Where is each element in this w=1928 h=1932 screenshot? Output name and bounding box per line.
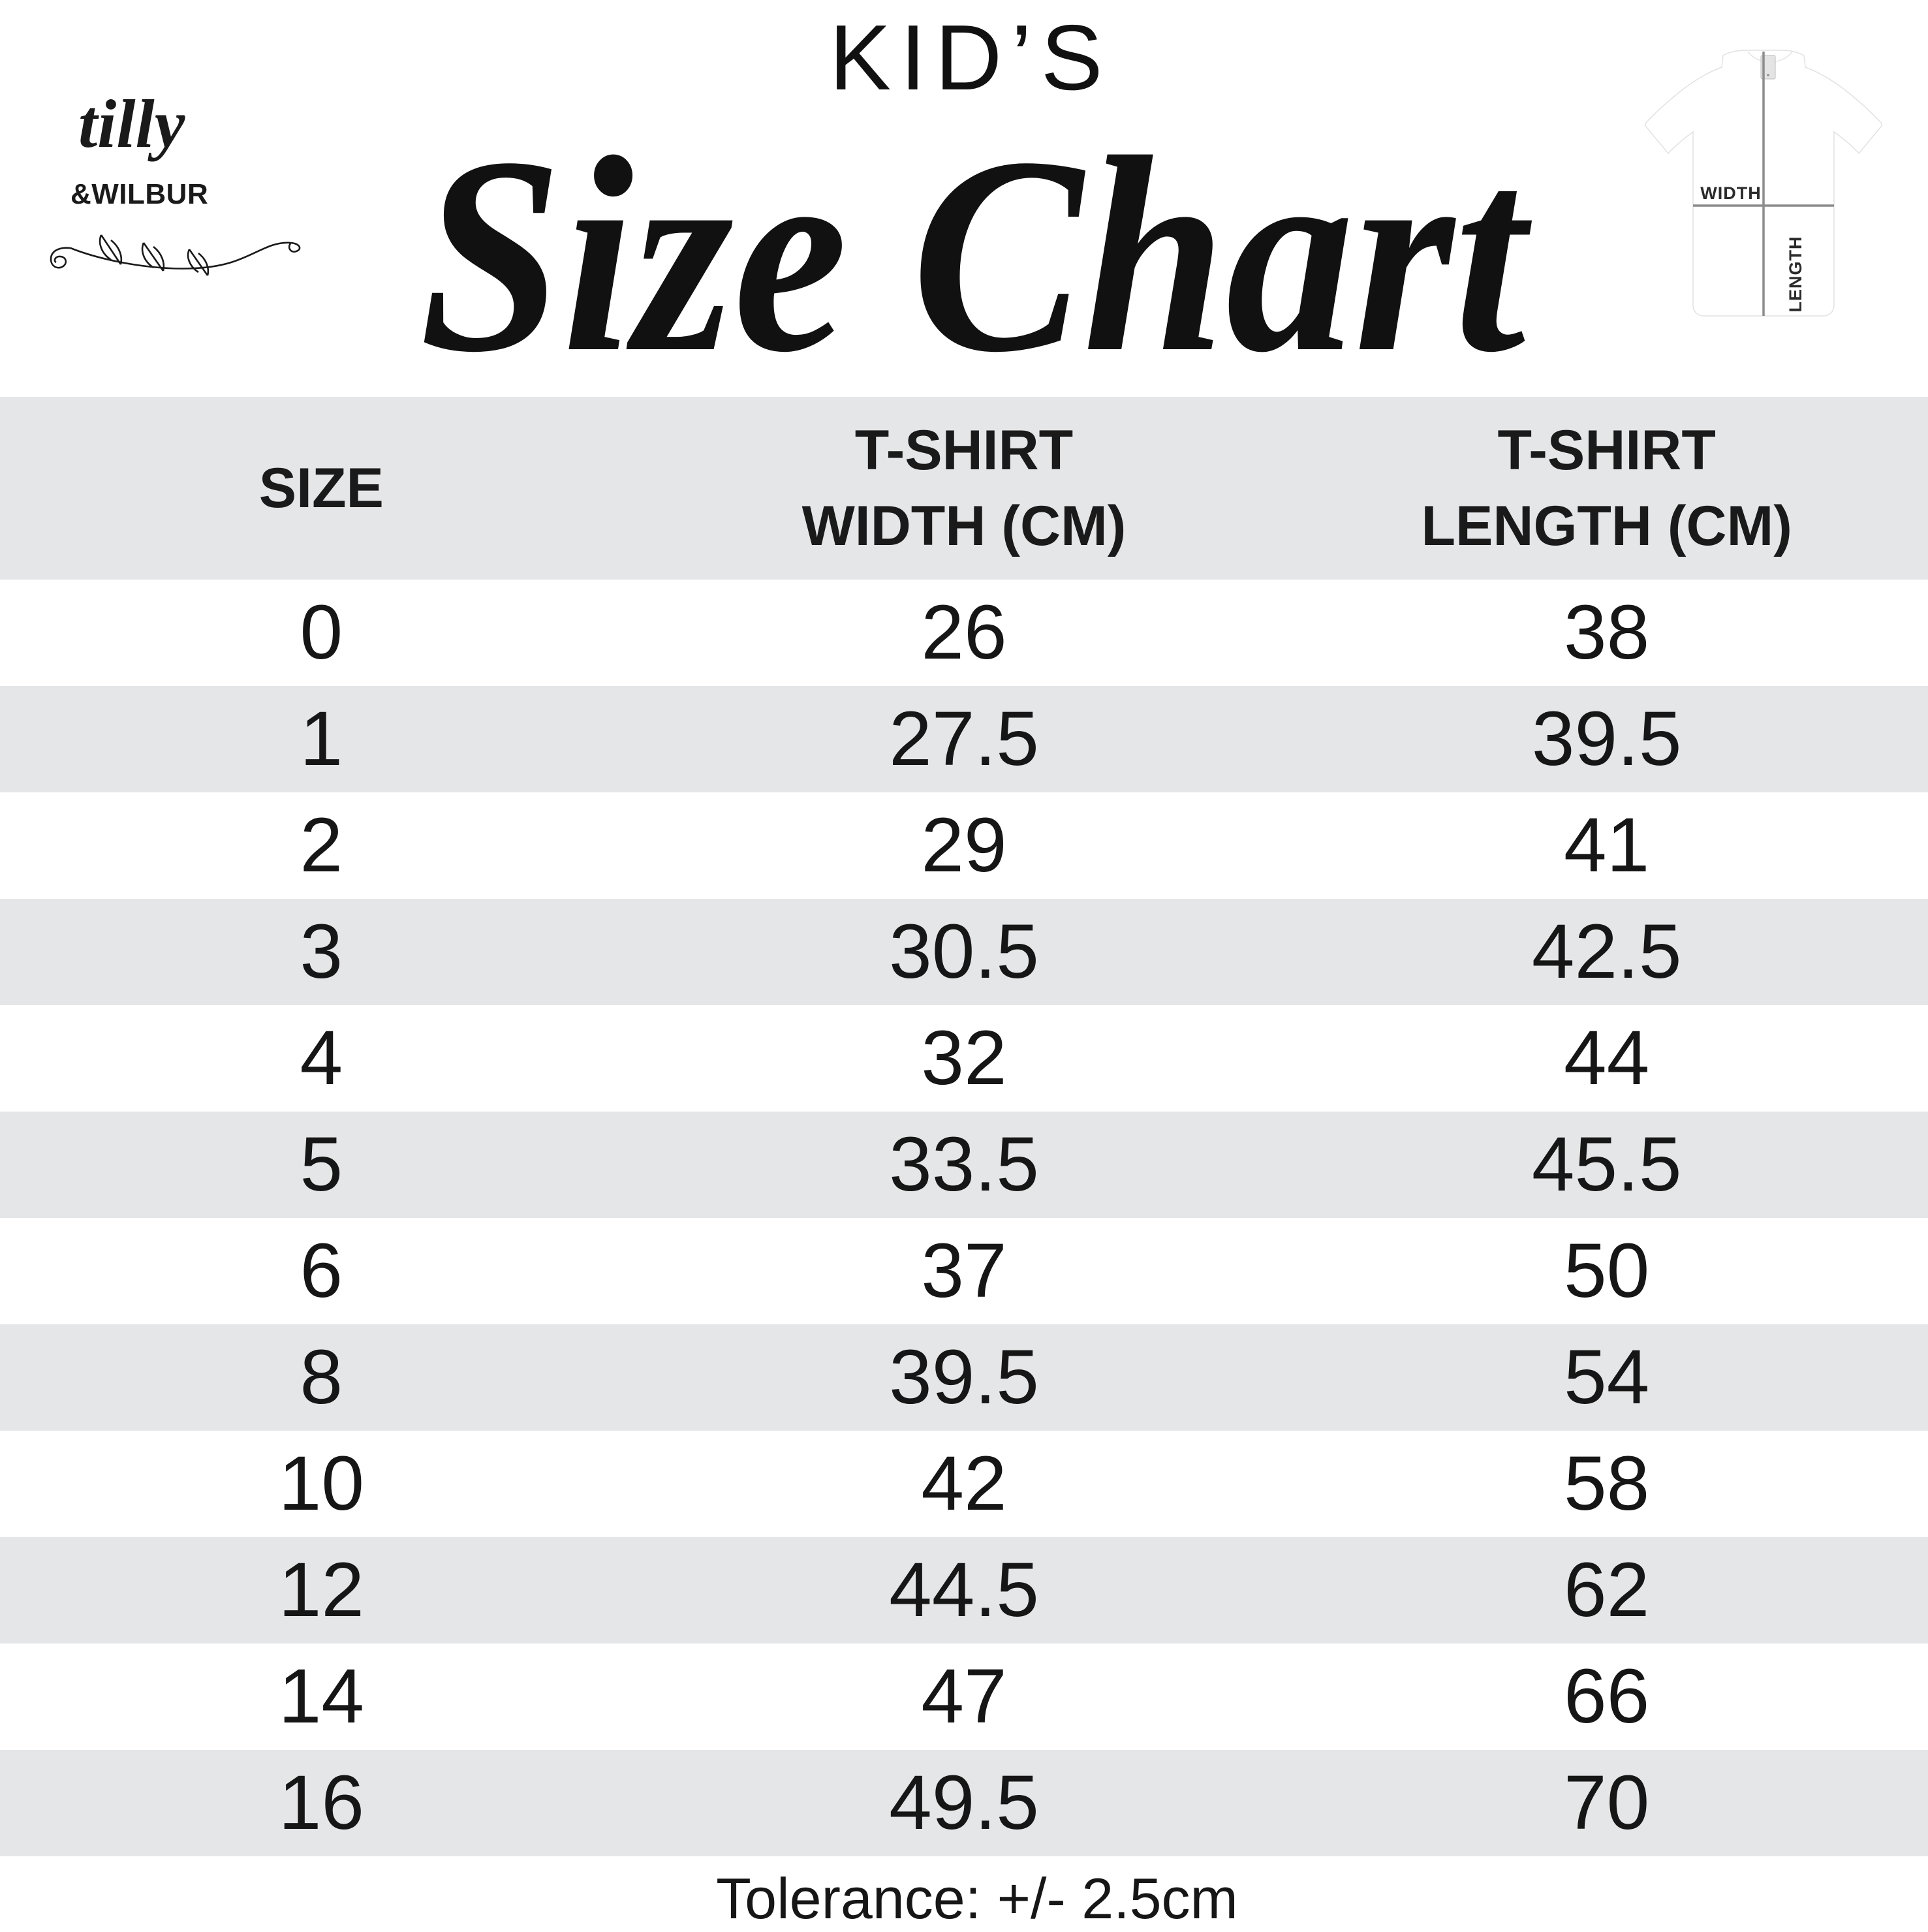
svg-text:Size Chart: Size Chart [420,100,1534,366]
svg-text:WIDTH: WIDTH [1700,183,1761,203]
svg-text:LENGTH: LENGTH [1786,236,1805,313]
